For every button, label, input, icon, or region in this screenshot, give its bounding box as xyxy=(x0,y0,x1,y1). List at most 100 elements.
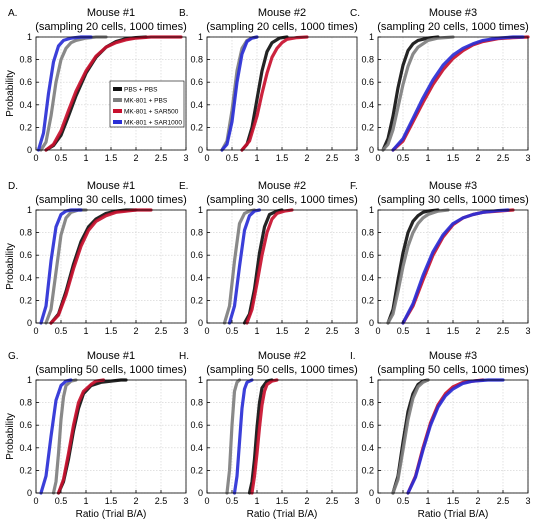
series-line-1 xyxy=(381,35,440,152)
x-tick-label: 1 xyxy=(425,326,430,336)
x-tick-label: 0 xyxy=(204,496,209,506)
y-tick-label: 0.2 xyxy=(190,295,203,305)
y-tick-label: 0.8 xyxy=(190,228,203,238)
y-tick-label: 0.2 xyxy=(190,122,203,132)
x-tick-label: 3 xyxy=(354,326,359,336)
x-axis-label: Ratio (Trial B/A) xyxy=(247,509,318,520)
y-tick-label: 0.4 xyxy=(190,100,203,110)
x-tick-label: 0.5 xyxy=(226,496,239,506)
y-tick-label: 0.4 xyxy=(361,273,374,283)
series-line-3 xyxy=(250,378,279,495)
legend: PBS + PBS MK-801 + PBS MK-801 + SAR500 MK-8… xyxy=(109,80,185,128)
series-line-2 xyxy=(381,35,455,152)
x-tick-label: 0.5 xyxy=(55,153,68,163)
y-tick-label: 0.2 xyxy=(361,122,374,132)
panel-subtitle: (sampling 20 cells, 1000 times) xyxy=(377,21,529,33)
panel-title: Mouse #2 xyxy=(258,350,306,362)
y-tick-label: 0 xyxy=(369,318,374,328)
series-line-3 xyxy=(49,208,153,325)
panel-a: A. Mouse #1 (sampling 20 cells, 1000 times… xyxy=(5,7,189,163)
panel-letter: A. xyxy=(8,8,17,19)
panel-subtitle: (sampling 30 cells, 1000 times) xyxy=(206,194,358,206)
x-tick-label: 0.5 xyxy=(397,153,410,163)
y-tick-label: 0 xyxy=(198,318,203,328)
y-tick-label: 0.6 xyxy=(190,77,203,87)
y-tick-label: 0.4 xyxy=(19,443,32,453)
panel-title: Mouse #3 xyxy=(429,350,477,362)
series-line-4 xyxy=(232,378,254,495)
x-tick-label: 0.5 xyxy=(397,496,410,506)
x-tick-label: 1 xyxy=(83,326,88,336)
panel-title: Mouse #1 xyxy=(87,180,135,192)
y-tick-label: 0.8 xyxy=(19,228,32,238)
x-tick-label: 2 xyxy=(304,326,309,336)
panel-h: H. Mouse #2 (sampling 50 cells, 1000 times… xyxy=(179,350,360,520)
x-tick-label: 2 xyxy=(475,326,480,336)
y-tick-label: 0 xyxy=(369,488,374,498)
panel-e: E. Mouse #2 (sampling 30 cells, 1000 times… xyxy=(179,180,360,336)
series-line-4 xyxy=(39,378,73,495)
panel-letter: H. xyxy=(179,351,189,362)
panel-letter: E. xyxy=(179,181,188,192)
panel-letter: G. xyxy=(8,351,19,362)
x-tick-label: 1.5 xyxy=(276,496,289,506)
x-tick-label: 1.5 xyxy=(105,496,118,506)
y-tick-label: 0.4 xyxy=(361,100,374,110)
y-tick-label: 0.8 xyxy=(19,55,32,65)
y-tick-label: 0.2 xyxy=(361,465,374,475)
x-tick-label: 1.5 xyxy=(105,326,118,336)
x-tick-label: 0.5 xyxy=(55,496,68,506)
panel-letter: B. xyxy=(179,8,188,19)
y-tick-label: 0 xyxy=(198,145,203,155)
x-tick-label: 2.5 xyxy=(497,496,510,506)
panel-c: C. Mouse #3 (sampling 20 cells, 1000 times… xyxy=(350,7,531,163)
series-line-1 xyxy=(247,378,274,495)
x-tick-label: 1 xyxy=(83,496,88,506)
y-tick-label: 0.8 xyxy=(190,398,203,408)
x-tick-label: 0 xyxy=(33,326,38,336)
panel-title: Mouse #3 xyxy=(429,180,477,192)
y-tick-label: 0.8 xyxy=(361,228,374,238)
legend-label: PBS + PBS xyxy=(124,86,158,93)
series-line-3 xyxy=(56,378,106,495)
x-tick-label: 2.5 xyxy=(326,326,339,336)
x-tick-label: 0 xyxy=(375,496,380,506)
x-tick-label: 3 xyxy=(183,153,188,163)
x-tick-label: 2 xyxy=(304,496,309,506)
x-tick-label: 0.5 xyxy=(55,326,68,336)
panel-letter: C. xyxy=(350,8,360,19)
x-tick-label: 1.5 xyxy=(276,326,289,336)
series-line-4 xyxy=(401,208,510,325)
x-tick-label: 0 xyxy=(204,326,209,336)
x-tick-label: 3 xyxy=(354,496,359,506)
panel-title: Mouse #1 xyxy=(87,350,135,362)
panel-title: Mouse #3 xyxy=(429,7,477,19)
panel-letter: F. xyxy=(350,181,358,192)
y-tick-label: 0.2 xyxy=(19,122,32,132)
y-tick-label: 0.6 xyxy=(361,77,374,87)
x-tick-label: 2.5 xyxy=(497,153,510,163)
y-tick-label: 0.2 xyxy=(19,295,32,305)
x-tick-label: 2 xyxy=(133,496,138,506)
panel-subtitle: (sampling 50 cells, 1000 times) xyxy=(206,364,358,376)
x-tick-label: 2 xyxy=(133,153,138,163)
x-tick-label: 1 xyxy=(83,153,88,163)
x-tick-label: 0 xyxy=(375,153,380,163)
x-tick-label: 0.5 xyxy=(226,153,239,163)
y-tick-label: 0 xyxy=(198,488,203,498)
y-tick-label: 1 xyxy=(198,32,203,42)
series-line-2 xyxy=(391,378,430,495)
series-line-2 xyxy=(386,208,450,325)
y-tick-label: 0.6 xyxy=(361,250,374,260)
panel-letter: I. xyxy=(350,351,356,362)
x-tick-label: 1.5 xyxy=(447,326,460,336)
y-tick-label: 0.2 xyxy=(361,295,374,305)
y-tick-label: 0.6 xyxy=(19,420,32,430)
y-tick-label: 1 xyxy=(198,375,203,385)
x-tick-label: 2.5 xyxy=(155,496,168,506)
panel-d: D. Mouse #1 (sampling 30 cells, 1000 times… xyxy=(5,180,189,336)
panel-title: Mouse #1 xyxy=(87,7,135,19)
x-tick-label: 0.5 xyxy=(226,326,239,336)
y-tick-label: 0 xyxy=(27,145,32,155)
